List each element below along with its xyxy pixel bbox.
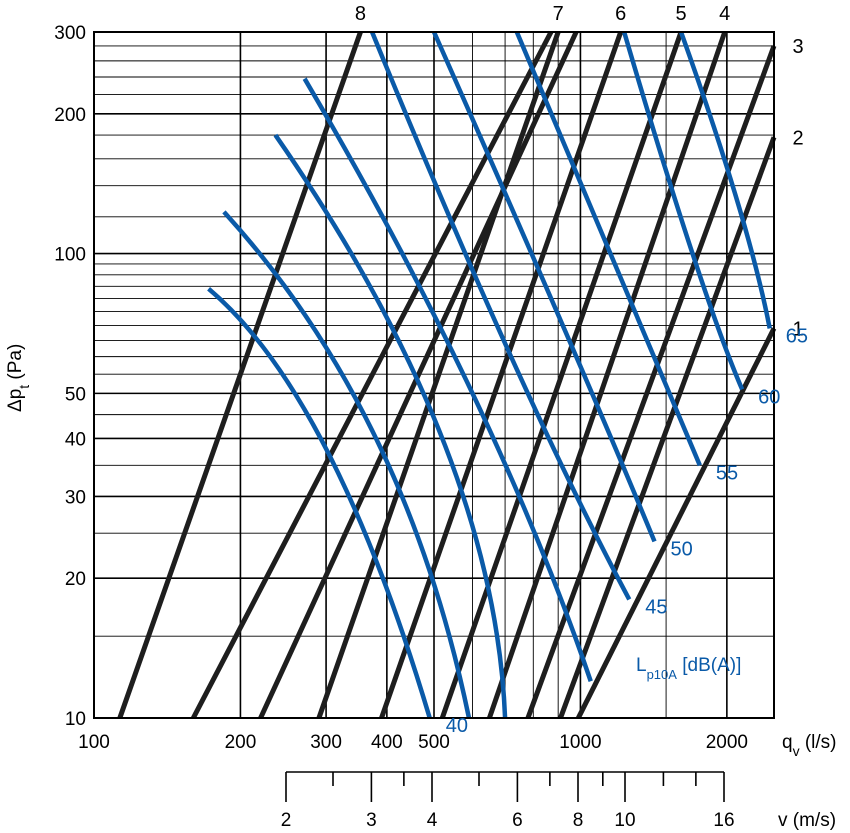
damper-label: 5 <box>675 3 686 25</box>
sound-curve <box>514 31 702 467</box>
velocity-tick-label: 10 <box>614 810 635 831</box>
damper-label: 3 <box>792 36 803 58</box>
sound-level-label: 40 <box>446 715 468 737</box>
x-axis-label-unit: (l/s) <box>800 732 837 753</box>
sound-lines <box>207 31 772 719</box>
y-axis-label-sub: t <box>16 385 32 389</box>
velocity-tick-label: 16 <box>713 810 734 831</box>
velocity-tick-label: 8 <box>573 810 584 831</box>
damper-label: 4 <box>719 3 730 25</box>
sound-legend-main: L <box>636 655 647 676</box>
y-tick-label: 100 <box>54 245 86 266</box>
sound-level-label: 55 <box>716 462 738 484</box>
sound-level-label: 60 <box>758 386 780 408</box>
damper-line-1 <box>576 327 777 720</box>
damper-line-5 <box>439 31 684 719</box>
plot-frame <box>93 31 775 719</box>
damper-label: 6 <box>615 3 626 25</box>
sound-curve <box>222 210 472 719</box>
damper-line-2 <box>558 136 777 719</box>
sound-legend-rest: [dB(A)] <box>677 655 741 676</box>
damper-label: 1 <box>792 318 803 340</box>
x-tick-label: 400 <box>371 732 403 753</box>
velocity-axis-label: v (m/s) <box>778 810 836 831</box>
sound-level-label: 65 <box>786 325 808 347</box>
y-tick-label: 40 <box>65 429 86 450</box>
x-tick-label: 2000 <box>706 732 748 753</box>
damper-line-3 <box>525 45 777 719</box>
damper-line-6 <box>379 31 624 719</box>
damper-lines <box>117 30 777 720</box>
sound-legend-sub: p10A <box>647 667 678 682</box>
sound-curve <box>273 133 508 719</box>
grid-layer <box>93 31 775 719</box>
damper-label: 8 <box>355 3 366 25</box>
x-tick-label: 200 <box>225 732 257 753</box>
damper-line-7 <box>316 31 561 719</box>
x-axis-label-main: q <box>782 732 793 753</box>
x-tick-label: 100 <box>78 732 110 753</box>
y-axis-label-main: Δp <box>5 389 26 412</box>
sound-level-label: 45 <box>645 596 667 618</box>
sound-curve <box>370 31 632 601</box>
y-tick-label: 30 <box>65 487 86 508</box>
velocity-tick-label: 6 <box>512 810 523 831</box>
y-axis-label-unit: (Pa) <box>5 344 26 385</box>
velocity-tick-label: 2 <box>281 810 292 831</box>
y-axis-label: Δpt (Pa) <box>5 344 32 412</box>
sound-level-legend: Lp10A [dB(A)] <box>636 655 741 682</box>
damper-line-extra <box>191 30 554 720</box>
y-tick-label: 10 <box>65 709 86 730</box>
damper-label: 7 <box>553 3 564 25</box>
velocity-tick-label: 3 <box>366 810 377 831</box>
sound-curve <box>431 31 657 543</box>
x-axis-label-sub: v <box>793 743 800 759</box>
sound-curve <box>207 287 432 719</box>
damper-line-extra <box>258 30 579 720</box>
x-axis-label: qv (l/s) <box>782 732 837 759</box>
damper-label: 2 <box>792 127 803 149</box>
velocity-scale: 2 3 4 6 8 10 16 <box>281 771 735 831</box>
y-tick-label: 20 <box>65 569 86 590</box>
sound-curve <box>622 31 745 391</box>
x-tick-label: 1000 <box>559 732 601 753</box>
tick-labels: 100 200 300 400 500 1000 2000 10 20 30 40 50 100 200 3… <box>54 23 748 753</box>
velocity-tick-label: 4 <box>427 810 438 831</box>
damper-line-4 <box>487 31 728 719</box>
x-tick-label: 500 <box>418 732 450 753</box>
damper-line-8 <box>117 31 363 719</box>
y-tick-label: 50 <box>65 384 86 405</box>
y-tick-label: 300 <box>54 23 86 44</box>
x-tick-label: 300 <box>310 732 342 753</box>
y-tick-label: 200 <box>54 105 86 126</box>
sound-level-label: 50 <box>671 538 693 560</box>
sound-curve <box>678 31 772 329</box>
sound-curve <box>302 77 593 682</box>
